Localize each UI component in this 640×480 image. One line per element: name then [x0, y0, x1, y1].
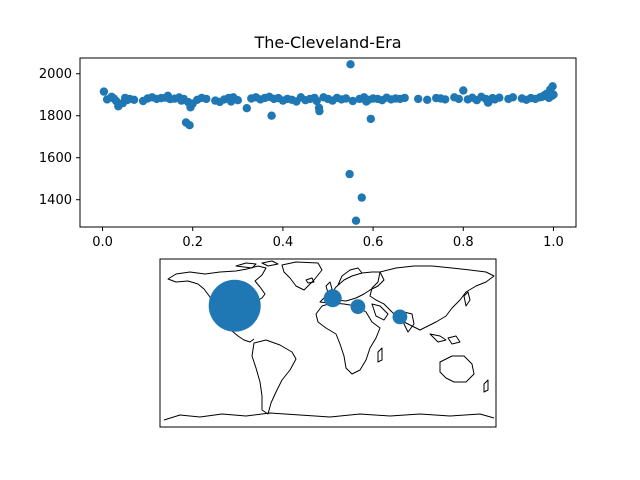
scatter-point: [400, 93, 409, 103]
map-marker: [208, 279, 261, 332]
scatter-point: [351, 216, 361, 225]
coastline-antarctica: [163, 412, 495, 421]
coastline-japan: [463, 291, 471, 307]
scatter-point: [549, 90, 558, 99]
scatter-point: [202, 94, 211, 104]
x-tick-label: 0.4: [273, 235, 294, 250]
scatter-point: [315, 106, 324, 116]
chart-title: The-Cleveland-Era: [253, 33, 401, 52]
scatter-point: [346, 60, 355, 69]
coastline-asia: [369, 265, 495, 331]
map-marker: [323, 289, 342, 308]
map-markers: [208, 279, 408, 332]
map-marker: [350, 299, 366, 314]
coastline-southeast-asia: [429, 333, 461, 345]
scatter-point: [233, 96, 242, 105]
y-tick-label: 1600: [39, 151, 72, 166]
x-tick-label: 0.0: [92, 235, 113, 250]
coastline-south-america: [251, 339, 297, 415]
scatter-point: [242, 104, 251, 113]
y-tick-label: 1400: [39, 193, 72, 208]
coastline-new-zealand: [483, 379, 489, 393]
scatter-point: [548, 82, 557, 91]
coastline-central-america: [231, 330, 255, 343]
scatter-point: [129, 95, 139, 105]
y-tick-label: 2000: [39, 67, 72, 82]
y-axis-ticks: 1400 1600 1800 2000: [39, 67, 80, 208]
x-tick-label: 0.6: [363, 235, 384, 250]
scatter-point: [99, 87, 109, 96]
scatter-plot: The-Cleveland-Era 0.0 0.2 0.4 0.6 0.8 1.0 140…: [39, 33, 577, 250]
y-tick-label: 1800: [39, 109, 72, 124]
coastline-scandinavia: [337, 267, 363, 286]
scatter-point: [345, 169, 354, 179]
coastline-iceland: [305, 277, 315, 284]
scatter-point: [423, 95, 432, 105]
coastline-europe: [319, 271, 385, 304]
plot-frame: [79, 57, 577, 228]
coastline-uk: [325, 281, 333, 294]
x-tick-label: 0.2: [182, 235, 203, 250]
x-tick-label: 0.8: [453, 235, 474, 250]
coastline-madagascar: [377, 347, 383, 363]
coastline-arctic-islands: [235, 260, 279, 269]
scatter-points: [99, 60, 558, 225]
coastline-africa: [315, 302, 381, 375]
scatter-point: [441, 95, 450, 104]
coastline-greenland: [281, 261, 323, 291]
map-marker: [392, 309, 408, 325]
coastline-australia: [439, 355, 475, 383]
scatter-point: [508, 93, 518, 102]
world-map: [159, 258, 497, 428]
scatter-point: [454, 94, 463, 104]
x-tick-label: 1.0: [543, 235, 564, 250]
coastline-arabia: [371, 303, 389, 321]
scatter-point: [312, 96, 321, 106]
scatter-point: [459, 86, 468, 95]
scatter-point: [357, 193, 366, 202]
scatter-point: [341, 94, 351, 103]
scatter-point: [185, 121, 194, 130]
scatter-point: [267, 111, 276, 120]
x-axis-ticks: 0.0 0.2 0.4 0.6 0.8 1.0: [92, 227, 564, 250]
scatter-point: [366, 114, 375, 124]
coastlines: [163, 260, 495, 421]
scatter-point: [414, 94, 423, 104]
scatter-point: [495, 93, 504, 102]
map-frame: [159, 258, 497, 428]
scatter-point: [348, 96, 357, 106]
